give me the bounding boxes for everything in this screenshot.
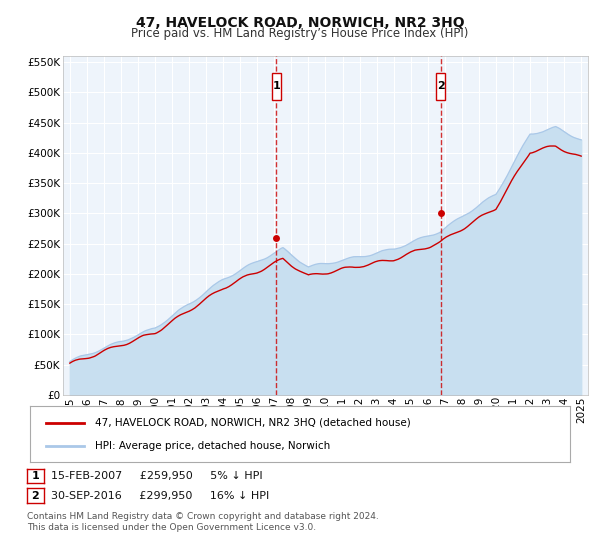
- FancyBboxPatch shape: [272, 73, 281, 100]
- Text: 2: 2: [437, 81, 445, 91]
- Text: HPI: Average price, detached house, Norwich: HPI: Average price, detached house, Norw…: [95, 441, 330, 451]
- Text: 2: 2: [32, 491, 39, 501]
- FancyBboxPatch shape: [436, 73, 445, 100]
- Text: 15-FEB-2007     £259,950     5% ↓ HPI: 15-FEB-2007 £259,950 5% ↓ HPI: [51, 471, 263, 481]
- Text: 1: 1: [272, 81, 280, 91]
- Text: Contains HM Land Registry data © Crown copyright and database right 2024.
This d: Contains HM Land Registry data © Crown c…: [27, 512, 379, 532]
- Text: 47, HAVELOCK ROAD, NORWICH, NR2 3HQ: 47, HAVELOCK ROAD, NORWICH, NR2 3HQ: [136, 16, 464, 30]
- Text: 30-SEP-2016     £299,950     16% ↓ HPI: 30-SEP-2016 £299,950 16% ↓ HPI: [51, 491, 269, 501]
- Text: 47, HAVELOCK ROAD, NORWICH, NR2 3HQ (detached house): 47, HAVELOCK ROAD, NORWICH, NR2 3HQ (det…: [95, 418, 410, 428]
- Text: 1: 1: [32, 471, 39, 481]
- Text: Price paid vs. HM Land Registry’s House Price Index (HPI): Price paid vs. HM Land Registry’s House …: [131, 27, 469, 40]
